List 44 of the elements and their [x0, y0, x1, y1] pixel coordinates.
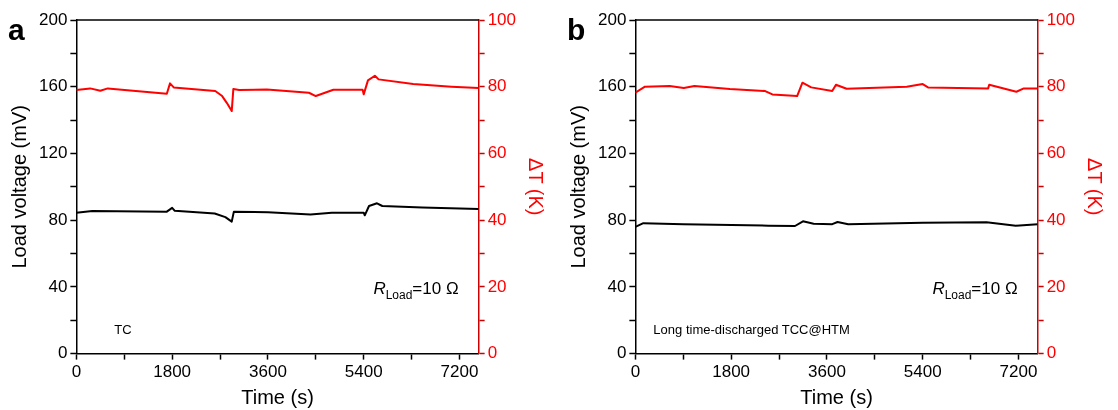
y2-tick-label: 0: [1046, 343, 1057, 363]
y2-tick-label: 40: [487, 209, 507, 229]
y2-tick-label: 80: [1046, 76, 1066, 96]
x-tick-label: 1800: [712, 362, 751, 382]
y2-axis-title: ΔT (K): [525, 158, 548, 216]
y2-tick-label: 20: [487, 276, 507, 296]
x-tick-label: 1800: [153, 362, 192, 382]
chart-title: a: [8, 13, 25, 46]
y2-tick-label: 80: [487, 76, 507, 96]
x-tick-label: 0: [630, 362, 641, 382]
x-axis-title: Time (s): [800, 385, 873, 408]
x-tick-label: 7200: [440, 362, 479, 382]
annotation: TC: [114, 321, 132, 337]
y-tick-label: 160: [597, 76, 627, 96]
y-tick-label: 0: [616, 343, 627, 363]
x-tick-label: 0: [71, 362, 82, 382]
y-axis-title: Load voltage (mV): [566, 105, 589, 269]
chart-title: b: [567, 13, 586, 46]
y2-tick-label: 60: [487, 143, 507, 163]
y-tick-label: 0: [57, 343, 68, 363]
y-tick-label: 160: [38, 76, 68, 96]
y-tick-label: 200: [38, 9, 68, 29]
x-tick-label: 5400: [903, 362, 942, 382]
y-tick-label: 120: [597, 143, 627, 163]
y2-tick-label: 20: [1046, 276, 1066, 296]
annotation: Long time-discharged TCC@HTM: [653, 321, 850, 337]
x-axis-title: Time (s): [241, 385, 314, 408]
x-tick-label: 3600: [808, 362, 846, 382]
y-tick-label: 40: [48, 276, 68, 296]
y-tick-label: 120: [38, 143, 68, 163]
y2-tick-label: 100: [1046, 9, 1076, 29]
x-tick-label: 5400: [344, 362, 383, 382]
y2-tick-label: 40: [1046, 209, 1066, 229]
y2-tick-label: 0: [487, 343, 498, 363]
y-tick-label: 80: [48, 209, 68, 229]
y-tick-label: 40: [607, 276, 627, 296]
y-axis-title: Load voltage (mV): [7, 105, 30, 269]
y2-tick-label: 60: [1046, 143, 1066, 163]
x-tick-label: 7200: [999, 362, 1038, 382]
y2-axis-title: ΔT (K): [1084, 158, 1107, 216]
y-tick-label: 200: [597, 9, 627, 29]
y2-tick-label: 100: [487, 9, 517, 29]
y-tick-label: 80: [607, 209, 627, 229]
x-tick-label: 3600: [249, 362, 287, 382]
